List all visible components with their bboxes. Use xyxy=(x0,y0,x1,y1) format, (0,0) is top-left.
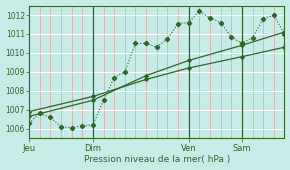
X-axis label: Pression niveau de la mer( hPa ): Pression niveau de la mer( hPa ) xyxy=(84,155,230,164)
